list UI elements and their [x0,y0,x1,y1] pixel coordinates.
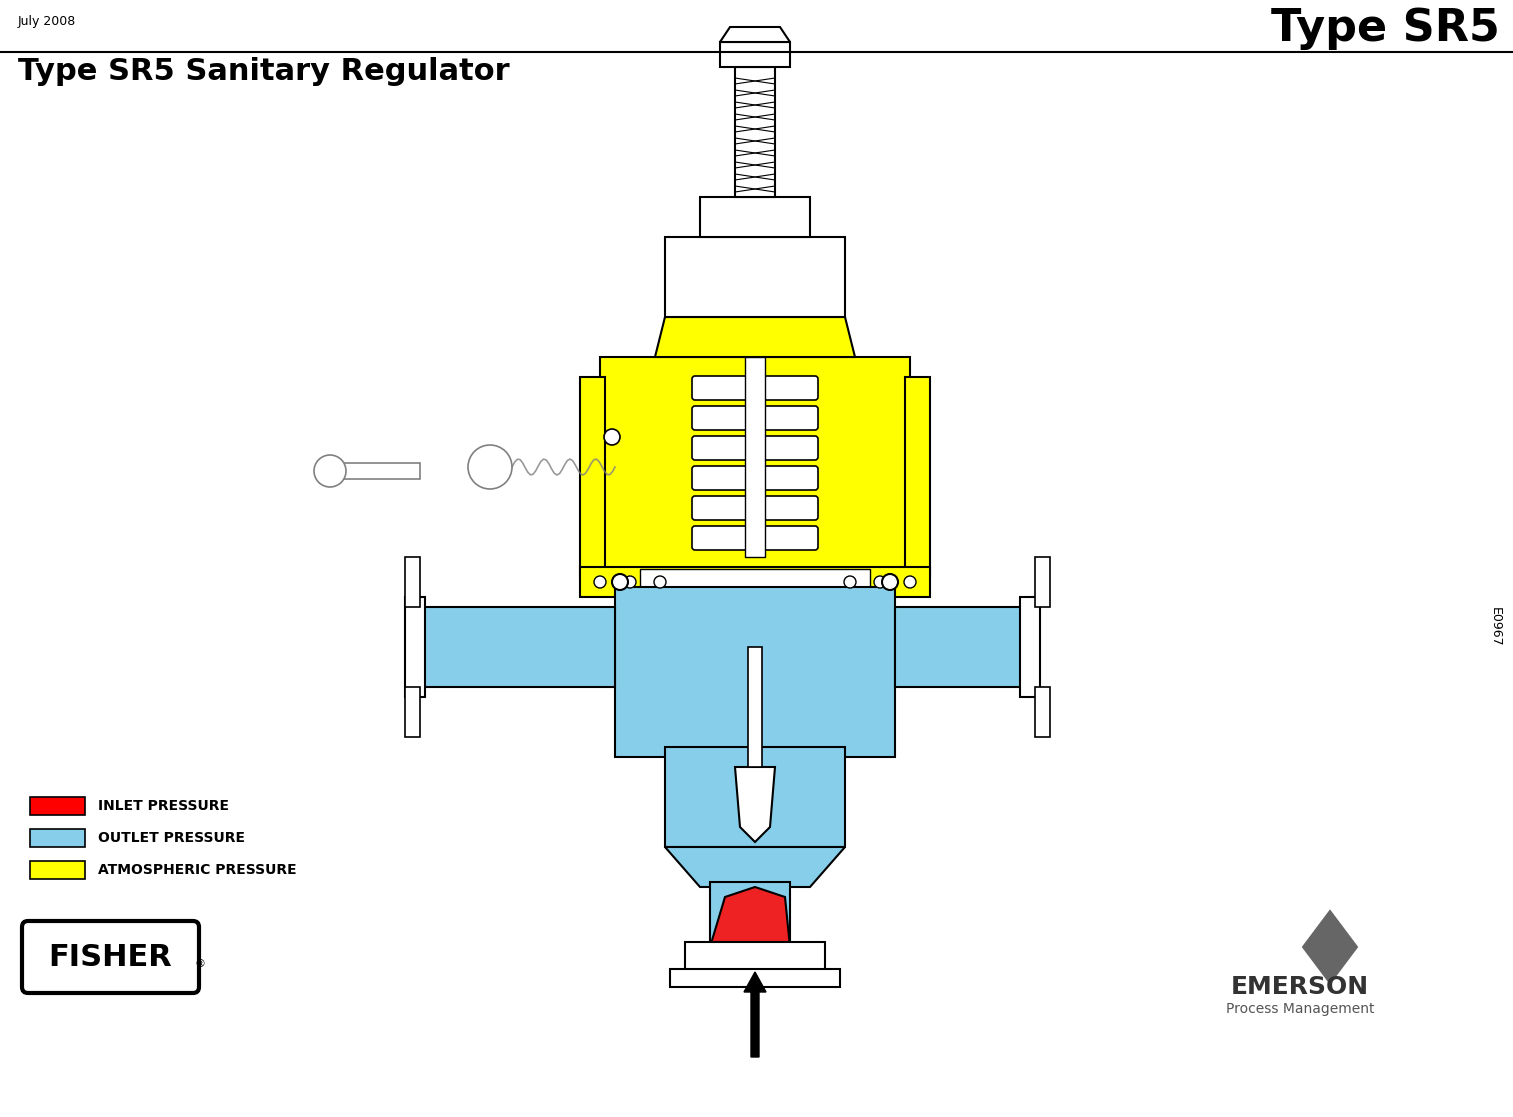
Bar [744,357,766,557]
FancyArrow shape [744,972,766,1057]
FancyBboxPatch shape [614,588,896,757]
FancyBboxPatch shape [691,496,819,521]
FancyBboxPatch shape [601,357,909,588]
Circle shape [315,455,346,487]
Bar [415,607,614,687]
Bar [405,557,421,607]
Polygon shape [735,767,775,842]
FancyBboxPatch shape [23,922,200,993]
Text: Type SR5: Type SR5 [1271,7,1499,49]
Bar [30,798,85,815]
Circle shape [595,576,607,588]
Polygon shape [720,27,790,42]
Text: E0967: E0967 [1489,608,1501,647]
Circle shape [903,576,915,588]
Bar [405,596,425,697]
Bar [640,569,870,595]
Bar [710,882,790,947]
Bar [30,829,85,847]
Text: OUTLET PRESSURE: OUTLET PRESSURE [98,831,245,844]
FancyBboxPatch shape [691,466,819,490]
Circle shape [623,576,635,588]
FancyBboxPatch shape [691,526,819,550]
FancyBboxPatch shape [685,942,825,977]
Circle shape [844,576,856,588]
Polygon shape [666,847,844,887]
Bar [735,67,775,197]
Bar [747,647,763,767]
Bar [1020,596,1039,697]
Bar [905,378,930,577]
Bar [666,237,844,317]
Circle shape [875,576,887,588]
Text: EMERSON: EMERSON [1232,975,1369,999]
Circle shape [654,576,666,588]
Bar [30,861,85,879]
Bar [405,687,421,737]
Text: July 2008: July 2008 [18,16,76,29]
FancyBboxPatch shape [691,436,819,460]
Circle shape [611,574,628,590]
Text: ®: ® [195,960,206,970]
Text: INLET PRESSURE: INLET PRESSURE [98,799,228,813]
Bar [701,197,809,237]
Text: ATMOSPHERIC PRESSURE: ATMOSPHERIC PRESSURE [98,863,297,877]
Circle shape [882,574,899,590]
Text: Process Management: Process Management [1226,1002,1374,1016]
Bar [670,970,840,987]
Bar [896,607,1024,687]
Text: FISHER: FISHER [48,943,172,972]
FancyBboxPatch shape [691,405,819,430]
Polygon shape [710,887,790,947]
FancyBboxPatch shape [666,747,844,847]
Bar [1035,687,1050,737]
FancyBboxPatch shape [691,376,819,400]
Bar [579,378,605,577]
Polygon shape [1300,907,1360,987]
Circle shape [604,429,620,445]
Text: Type SR5 Sanitary Regulator: Type SR5 Sanitary Regulator [18,57,510,86]
Polygon shape [655,317,855,357]
Bar [579,567,930,596]
Bar [720,42,790,67]
Bar [1035,557,1050,607]
Bar [340,464,421,479]
